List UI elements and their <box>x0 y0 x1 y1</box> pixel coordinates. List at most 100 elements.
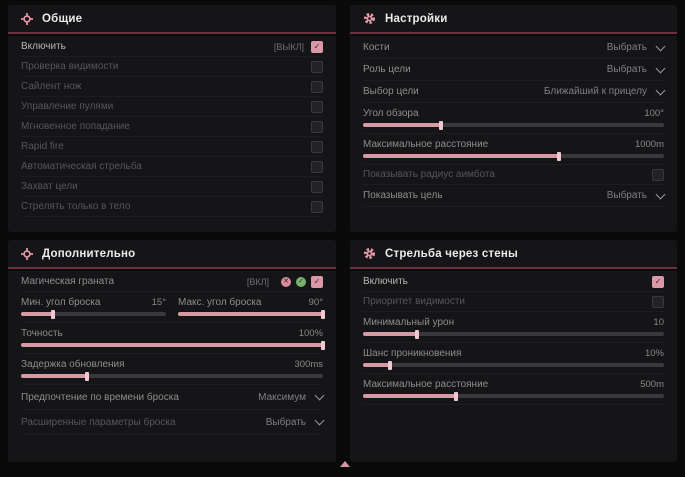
target-role-dropdown[interactable]: Выбрать <box>607 63 666 75</box>
slider-row-max-throw-angle: Макс. угол броска 90° <box>178 292 325 322</box>
panel-settings: Настройки Кости Выбрать Роль цели Выбрат… <box>350 5 677 232</box>
panel-general: Общие Включить [ВЫКЛ] Проверка видимости… <box>8 5 336 232</box>
toggle-label: Автоматическая стрельба <box>21 161 142 172</box>
dropdown-row-target-select: Выбор цели Ближайший к прицелу <box>363 81 666 103</box>
slider-value: 10% <box>644 348 664 359</box>
checkbox[interactable] <box>311 120 323 133</box>
toggle-label: Сайлент нож <box>21 81 82 92</box>
toggle-row-silent-knife: Сайлент нож <box>21 77 323 97</box>
dropdown-row-advanced-throw: Расширенные параметры броска Выбрать <box>21 410 325 435</box>
slider-value: 100° <box>644 108 664 119</box>
dropdown-label: Роль цели <box>363 64 411 75</box>
gear-icon <box>363 12 376 25</box>
slider-value: 15° <box>151 297 166 308</box>
toggle-row-auto-fire: Автоматическая стрельба <box>21 157 323 177</box>
toggle-row-enable: Включить [ВЫКЛ] <box>21 37 323 57</box>
toggle-row-show-aim-radius: Показывать радиус аимбота <box>363 165 664 185</box>
checkbox[interactable] <box>311 140 323 153</box>
slider-value: 90° <box>308 297 323 308</box>
checkbox[interactable] <box>311 275 323 288</box>
toggle-row-target-lock: Захват цели <box>21 177 323 197</box>
fov-slider[interactable] <box>363 120 664 130</box>
slider-label: Максимальное расстояние <box>363 379 489 390</box>
slider-label: Мин. угол броска <box>21 297 101 308</box>
toggle-row-instant-hit: Мгновенное попадание <box>21 117 323 137</box>
show-target-dropdown[interactable]: Выбрать <box>606 189 666 201</box>
chevron-down-icon <box>655 189 666 199</box>
dropdown-value: Выбрать <box>265 416 306 428</box>
toggle-label: Проверка видимости <box>21 61 119 72</box>
panel-wallbang-header: Стрельба через стены <box>350 240 677 269</box>
max-throw-angle-slider[interactable] <box>178 309 325 319</box>
scroll-indicator-icon[interactable] <box>340 461 350 467</box>
checkbox[interactable] <box>311 200 323 213</box>
penetration-chance-slider[interactable] <box>363 360 664 370</box>
slider-label: Макс. угол броска <box>178 297 262 308</box>
dropdown-value: Ближайший к прицелу <box>543 86 647 97</box>
panel-additional-header: Дополнительно <box>8 240 336 269</box>
checkbox[interactable] <box>311 80 323 93</box>
checkbox[interactable] <box>311 40 323 53</box>
advanced-throw-dropdown[interactable]: Выбрать <box>265 415 325 428</box>
toggle-label: Rapid fire <box>21 141 64 152</box>
checkbox[interactable] <box>311 100 323 113</box>
toggle-row-visibility-check: Проверка видимости <box>21 57 323 77</box>
toggle-row-bullet-control: Управление пулями <box>21 97 323 117</box>
target-select-dropdown[interactable]: Ближайший к прицелу <box>543 85 666 97</box>
chevron-down-icon <box>314 415 325 426</box>
slider-value: 1000m <box>634 139 664 150</box>
panel-title: Настройки <box>385 12 448 25</box>
dropdown-row-target-role: Роль цели Выбрать <box>363 59 666 81</box>
toggle-row-enable: Включить <box>363 272 664 292</box>
toggle-row-body-only: Стрелять только в тело <box>21 197 323 217</box>
crosshair-icon <box>21 12 33 25</box>
panel-general-header: Общие <box>8 5 336 34</box>
slider-value: 10 <box>653 317 664 328</box>
dropdown-row-show-target: Показывать цель Выбрать <box>363 185 666 207</box>
slider-label: Точность <box>21 328 63 339</box>
toggle-label: Стрелять только в тело <box>21 201 131 212</box>
slider-value: 300ms <box>294 359 323 370</box>
min-damage-slider[interactable] <box>363 329 664 339</box>
checkbox[interactable] <box>652 168 664 181</box>
toggle-row-magic-grenade: Магическая граната [ВКЛ] ✕ ✓ <box>21 272 323 292</box>
checkbox[interactable] <box>311 60 323 73</box>
slider-label: Шанс проникновения <box>363 348 462 359</box>
checkbox[interactable] <box>311 180 323 193</box>
checkbox[interactable] <box>652 275 664 288</box>
panel-settings-header: Настройки <box>350 5 677 34</box>
dropdown-value: Максимум <box>258 391 306 403</box>
toggle-label: Магическая граната <box>21 276 115 287</box>
panel-wallbang: Стрельба через стены Включить Приоритет … <box>350 240 677 462</box>
chevron-down-icon <box>655 41 666 51</box>
crosshair-icon <box>21 247 33 260</box>
dropdown-label: Показывать цель <box>363 190 443 201</box>
panel-title: Стрельба через стены <box>385 247 519 260</box>
bones-dropdown[interactable]: Выбрать <box>607 41 666 53</box>
toggle-label: Управление пулями <box>21 101 114 112</box>
pink-cross-icon[interactable]: ✕ <box>281 276 291 287</box>
slider-value: 500m <box>640 379 664 390</box>
slider-label: Минимальный урон <box>363 317 455 328</box>
update-delay-slider[interactable] <box>21 371 323 381</box>
slider-row-max-distance: Максимальное расстояние 500m <box>363 374 664 405</box>
throw-time-pref-dropdown[interactable]: Максимум <box>258 390 325 403</box>
keybind-state: [ВКЛ] <box>246 276 269 287</box>
dropdown-row-throw-time-pref: Предпочтение по времени броска Максимум <box>21 385 325 410</box>
chevron-down-icon <box>314 390 325 401</box>
green-check-icon[interactable]: ✓ <box>296 276 306 287</box>
max-distance-slider[interactable] <box>363 391 664 401</box>
checkbox[interactable] <box>311 160 323 173</box>
min-throw-angle-slider[interactable] <box>21 309 166 319</box>
checkbox[interactable] <box>652 295 664 308</box>
dropdown-label: Кости <box>363 42 390 53</box>
slider-row-accuracy: Точность 100% <box>21 323 325 354</box>
accuracy-slider[interactable] <box>21 340 325 350</box>
max-distance-slider[interactable] <box>363 151 664 161</box>
dropdown-label: Расширенные параметры броска <box>21 416 176 428</box>
dropdown-row-bones: Кости Выбрать <box>363 37 666 59</box>
toggle-row-rapid-fire: Rapid fire <box>21 137 323 157</box>
dropdown-value: Выбрать <box>606 190 647 201</box>
toggle-label: Показывать радиус аимбота <box>363 169 495 180</box>
slider-label: Максимальное расстояние <box>363 139 489 150</box>
